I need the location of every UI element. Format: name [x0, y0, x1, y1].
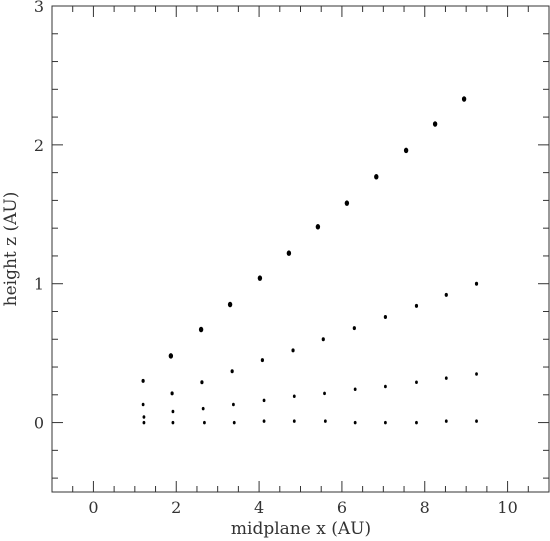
x-tick-label: 8 [420, 498, 430, 517]
data-point [168, 353, 174, 359]
data-point [141, 378, 145, 383]
tick-labels: 0 2 4 6 8 10 0 1 2 3 [34, 0, 518, 517]
data-point [257, 275, 263, 281]
data-point [384, 420, 387, 425]
data-point [323, 391, 326, 396]
plot-frame [51, 5, 550, 493]
data-point [260, 358, 264, 363]
data-point [353, 387, 357, 391]
data-point [374, 174, 379, 180]
data-point [142, 415, 146, 419]
x-tick-label: 0 [88, 498, 98, 517]
data-point [230, 369, 234, 374]
data-point [444, 292, 448, 297]
data-point [432, 121, 438, 127]
data-point [344, 200, 350, 206]
data-point [474, 281, 479, 286]
x-tick-label: 4 [254, 498, 264, 517]
data-point [232, 402, 235, 407]
data-point [200, 380, 204, 385]
y-tick-label: 2 [34, 136, 44, 155]
data-point [227, 301, 233, 308]
data-point [232, 420, 236, 425]
y-axis-label: height z (AU) [1, 192, 21, 307]
data-point [292, 419, 296, 423]
data-point [321, 337, 325, 342]
data-point [352, 326, 356, 331]
y-tick-label: 1 [34, 275, 44, 294]
data-point [475, 419, 478, 423]
data-point [383, 315, 388, 320]
x-tick-label: 10 [497, 498, 517, 517]
data-point [384, 384, 387, 389]
data-point [198, 326, 204, 333]
data-point [141, 402, 145, 407]
x-axis-label: midplane x (AU) [231, 519, 371, 539]
ticks [51, 5, 550, 492]
data-point [414, 303, 419, 308]
x-tick-label: 6 [337, 498, 347, 517]
data-point [171, 409, 175, 414]
data-point [142, 420, 146, 425]
data-point [262, 398, 266, 403]
data-point [415, 380, 418, 385]
data-point [291, 348, 295, 353]
data-point [292, 394, 296, 398]
data-point [201, 406, 205, 411]
data-point [475, 372, 478, 376]
data-points [141, 96, 479, 425]
data-point [286, 250, 292, 256]
data-point [262, 419, 266, 423]
y-tick-label: 3 [34, 0, 44, 16]
data-point [403, 147, 409, 154]
data-point [353, 420, 357, 425]
data-point [315, 224, 321, 230]
data-point [323, 419, 327, 423]
data-point [170, 391, 174, 396]
data-point [444, 419, 448, 423]
data-point [444, 376, 448, 380]
y-tick-label: 0 [34, 414, 44, 433]
data-point [203, 420, 206, 425]
x-tick-label: 2 [171, 498, 181, 517]
data-point [171, 420, 175, 425]
data-point [415, 420, 418, 425]
data-point [461, 96, 467, 102]
